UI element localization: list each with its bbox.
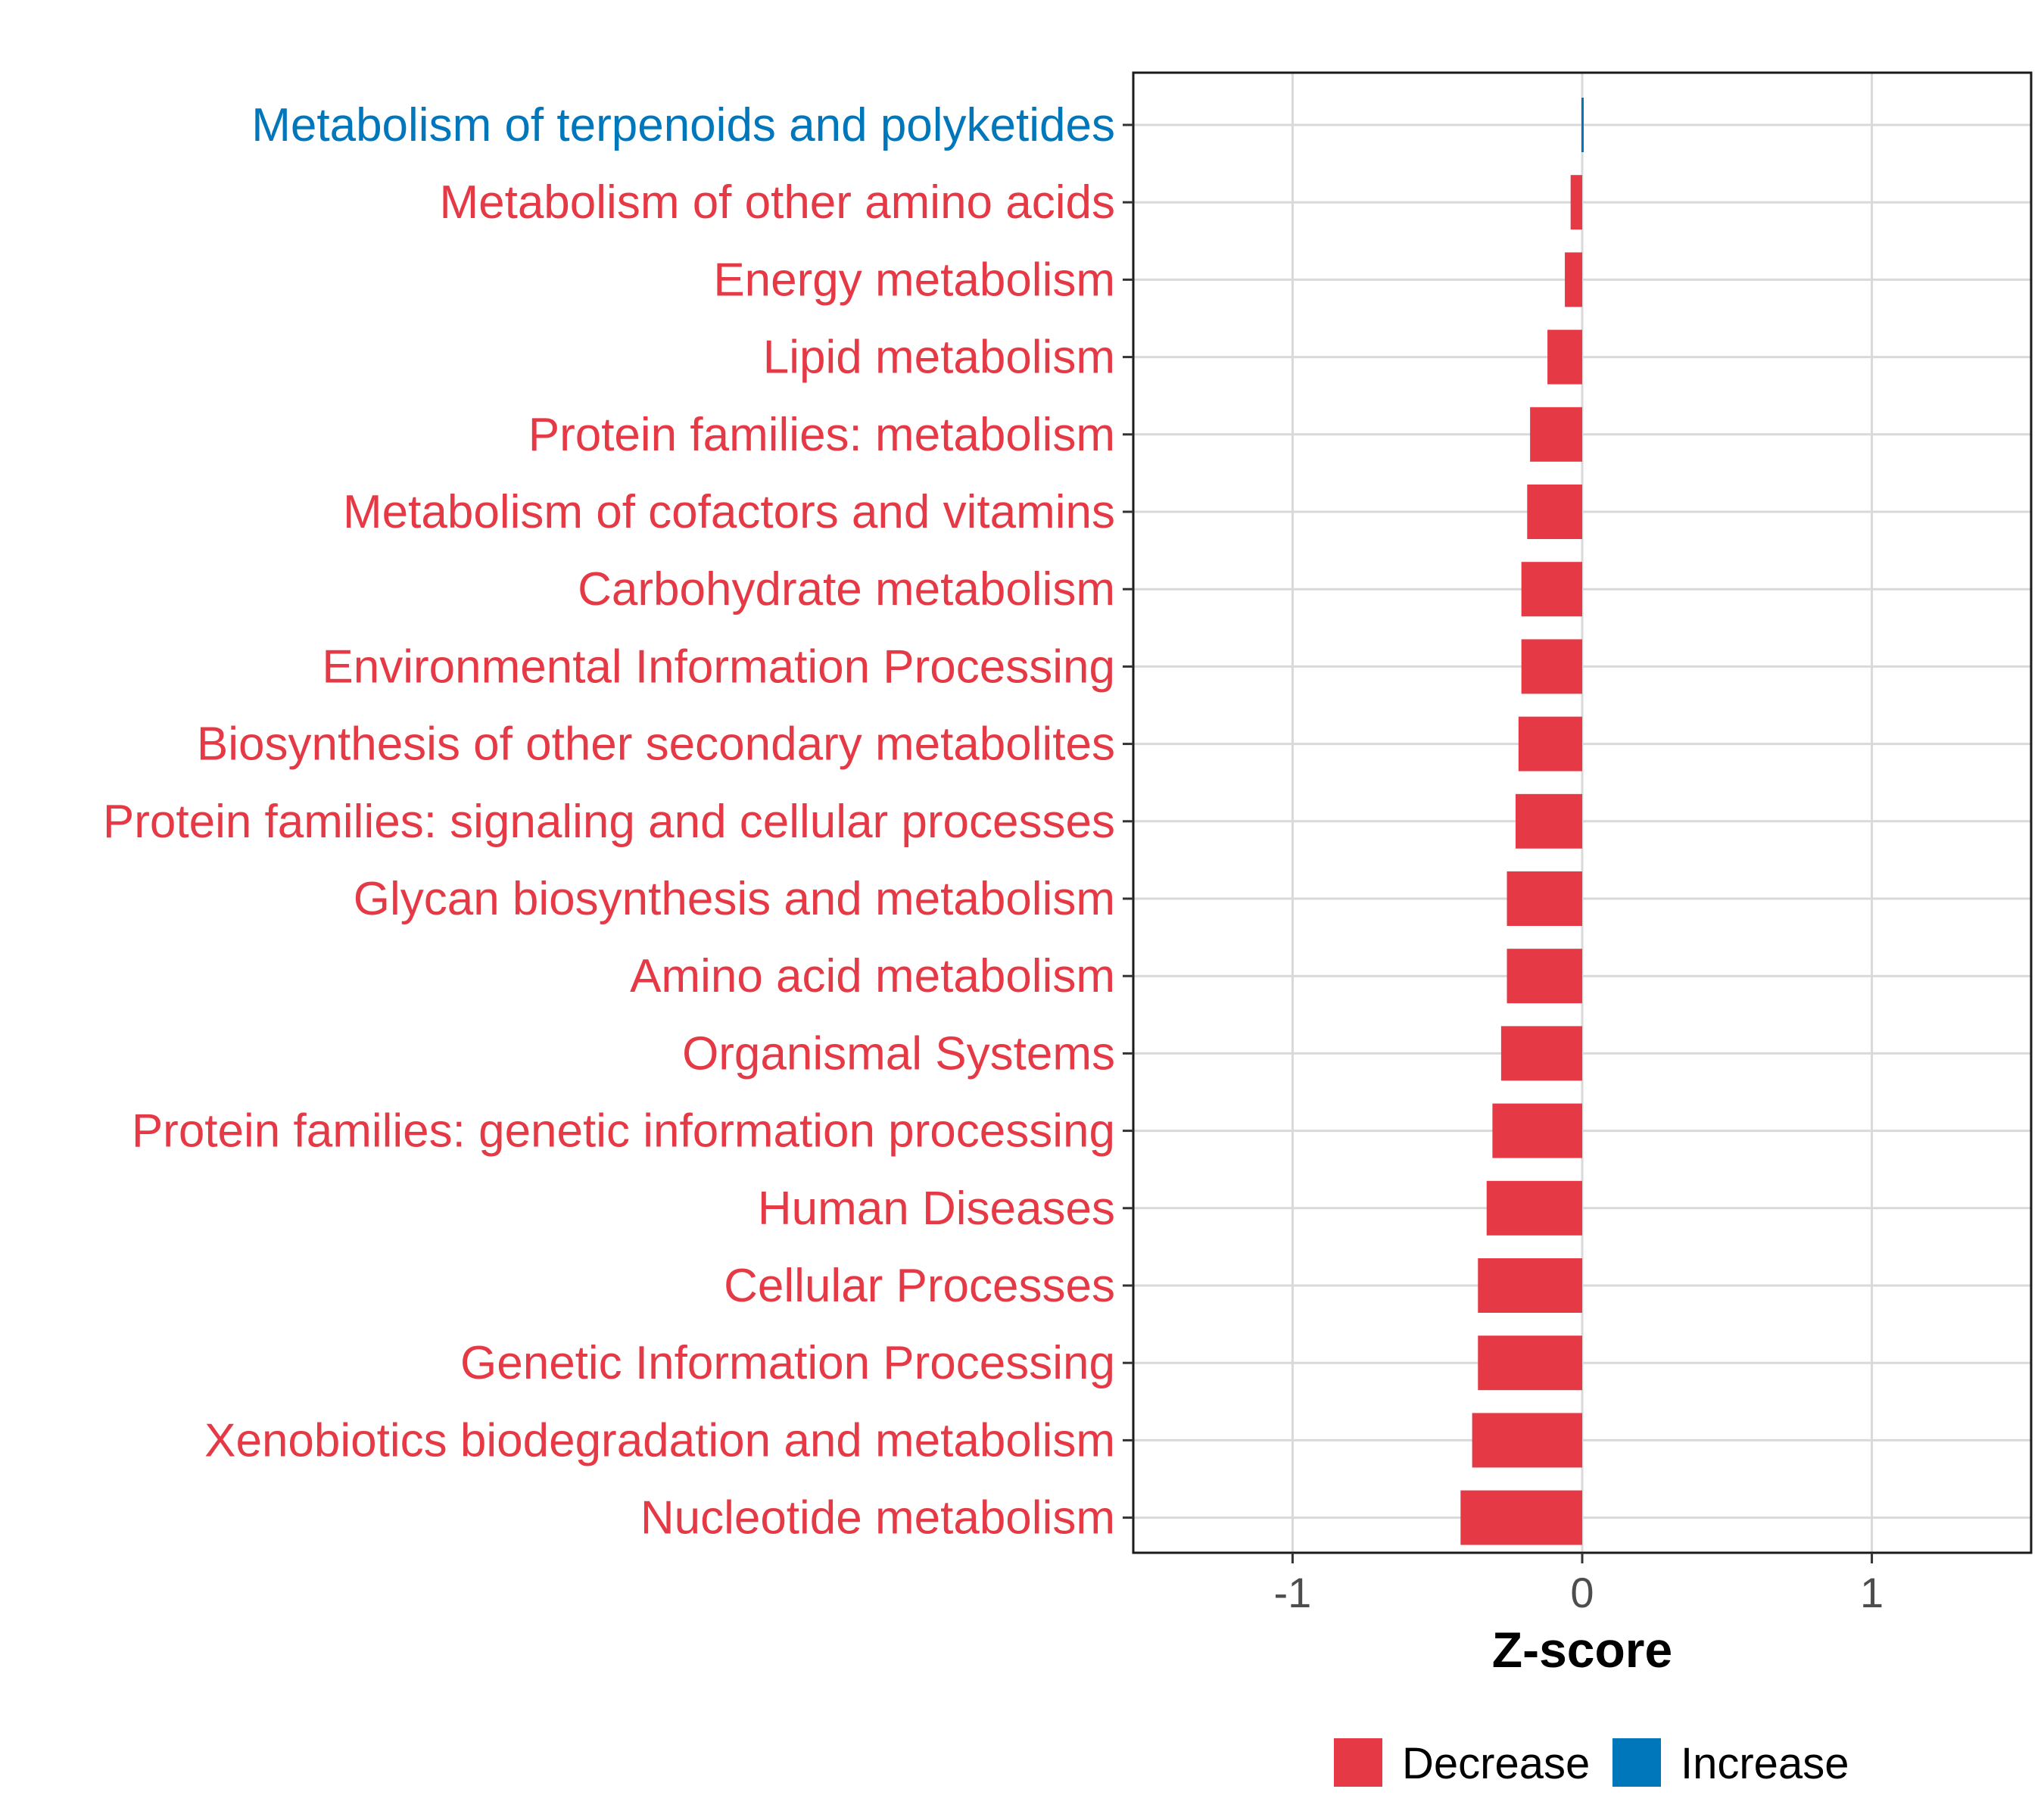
bar-11	[1507, 871, 1582, 926]
legend-label-increase: Increase	[1681, 1739, 1849, 1788]
category-label: Carbohydrate metabolism	[578, 563, 1115, 616]
bar-16	[1478, 1258, 1582, 1313]
category-label: Protein families: signaling and cellular…	[103, 796, 1115, 848]
category-label: Metabolism of terpenoids and polyketides	[251, 99, 1115, 151]
category-label: Metabolism of other amino acids	[439, 176, 1115, 229]
legend: Decrease Increase	[1334, 1738, 1849, 1788]
bar-2	[1570, 175, 1582, 230]
x-axis-title: Z-score	[1492, 1622, 1672, 1678]
category-label: Amino acid metabolism	[630, 950, 1115, 1002]
y-axis: Metabolism of terpenoids and polyketides…	[103, 99, 1133, 1544]
bar-7	[1521, 562, 1582, 617]
category-label: Protein families: genetic information pr…	[132, 1105, 1115, 1158]
category-label: Metabolism of cofactors and vitamins	[343, 486, 1115, 538]
bar-6	[1527, 485, 1582, 539]
bar-10	[1516, 793, 1582, 849]
category-label: Human Diseases	[758, 1183, 1115, 1235]
bar-15	[1486, 1180, 1582, 1236]
category-label: Xenobiotics biodegradation and metabolis…	[204, 1414, 1115, 1466]
bar-14	[1492, 1103, 1582, 1158]
bar-layer	[1460, 98, 1584, 1545]
bar-5	[1530, 407, 1582, 462]
bar-3	[1565, 252, 1582, 307]
bar-13	[1500, 1026, 1582, 1081]
category-label: Biosynthesis of other secondary metaboli…	[197, 718, 1115, 771]
category-label: Environmental Information Processing	[322, 640, 1115, 693]
category-label: Cellular Processes	[724, 1260, 1115, 1312]
x-tick-label: 0	[1570, 1569, 1594, 1616]
x-tick-label: 1	[1860, 1569, 1884, 1616]
bar-17	[1478, 1335, 1582, 1391]
legend-swatch-increase	[1612, 1738, 1661, 1787]
bar-1	[1581, 98, 1584, 152]
bar-12	[1507, 949, 1582, 1004]
category-label: Glycan biosynthesis and metabolism	[354, 873, 1115, 925]
category-label: Nucleotide metabolism	[640, 1492, 1115, 1544]
bar-8	[1521, 639, 1582, 694]
bar-19	[1460, 1490, 1582, 1545]
category-label: Lipid metabolism	[763, 332, 1115, 384]
x-axis: -1 0 1	[1274, 1553, 1884, 1616]
category-label: Protein families: metabolism	[528, 409, 1115, 461]
legend-label-decrease: Decrease	[1402, 1739, 1590, 1788]
category-label: Genetic Information Processing	[460, 1337, 1115, 1389]
legend-swatch-decrease	[1334, 1738, 1382, 1787]
bar-4	[1547, 329, 1582, 385]
category-label: Energy metabolism	[713, 254, 1115, 306]
bar-18	[1472, 1413, 1582, 1468]
x-tick-label: -1	[1274, 1569, 1312, 1616]
category-label: Organismal Systems	[682, 1027, 1115, 1080]
bar-9	[1518, 716, 1582, 771]
